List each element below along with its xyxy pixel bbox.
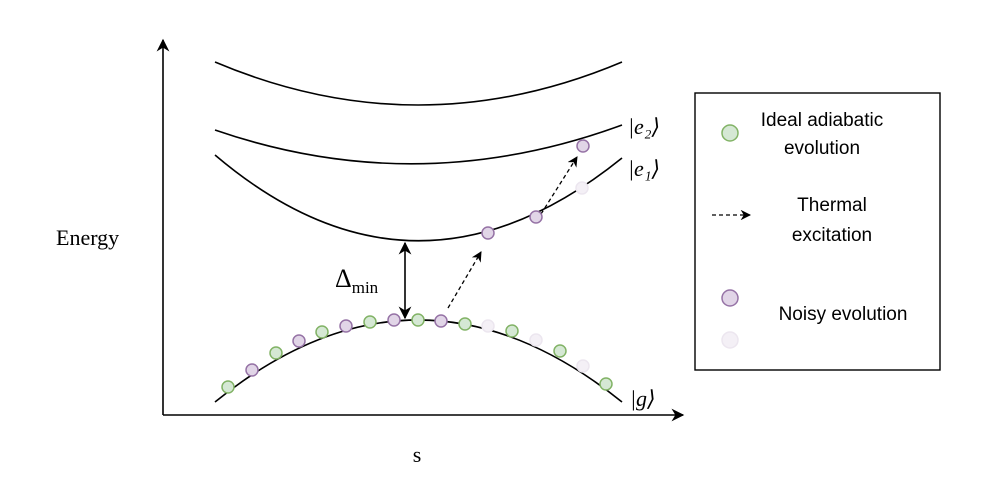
noisy-point	[245, 363, 259, 377]
legend-text: Thermal	[797, 195, 867, 216]
energy-level-g	[214, 319, 623, 403]
ideal-point	[458, 317, 472, 331]
ideal-point	[221, 380, 235, 394]
gap-subscript: min	[352, 278, 379, 297]
noisy-point	[387, 313, 401, 327]
faint-point	[576, 359, 590, 373]
gap-label: Δmin	[335, 264, 379, 297]
noisy-point	[292, 334, 306, 348]
faint-point	[529, 333, 543, 347]
gap-symbol: Δ	[335, 264, 352, 293]
state-label: |g⟩	[630, 386, 656, 411]
x-axis-label: s	[413, 442, 422, 467]
noisy-point	[576, 139, 590, 153]
legend-text: excitation	[792, 225, 872, 246]
energy-level-e2	[214, 124, 623, 165]
faint-point	[575, 181, 589, 195]
ground-points	[221, 313, 613, 394]
ideal-point	[553, 344, 567, 358]
faint-point	[481, 319, 495, 333]
legend-text: evolution	[784, 138, 860, 159]
ideal-point	[505, 324, 519, 338]
legend-text: Ideal adiabatic	[761, 110, 884, 131]
noisy-point	[339, 319, 353, 333]
legend-noisy-marker	[721, 289, 739, 307]
noisy-point	[481, 226, 495, 240]
ideal-point	[411, 313, 425, 327]
ideal-point	[599, 377, 613, 391]
excitation-arrow	[540, 156, 578, 215]
legend-ideal-marker	[721, 124, 739, 142]
ideal-point	[269, 346, 283, 360]
ideal-point	[363, 315, 377, 329]
state-label: |e₂⟩	[628, 114, 660, 139]
y-axis-label: Energy	[56, 225, 119, 250]
ideal-point	[315, 325, 329, 339]
legend-text: Noisy evolution	[779, 304, 908, 325]
energy-level	[214, 61, 623, 106]
state-label: |e₁⟩	[628, 156, 660, 181]
noisy-point	[434, 314, 448, 328]
energy-level-e1	[214, 154, 623, 242]
excitation-arrow	[447, 251, 482, 309]
noisy-point	[529, 210, 543, 224]
legend-faint-marker	[721, 331, 739, 349]
